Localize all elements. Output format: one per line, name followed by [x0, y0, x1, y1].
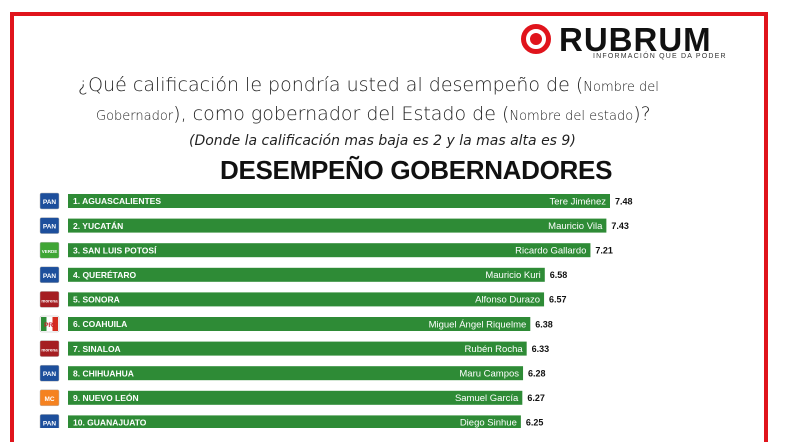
governor-label: Samuel García [455, 393, 519, 404]
governor-label: Miguel Ángel Riquelme [429, 319, 527, 330]
value-label: 6.58 [550, 270, 568, 280]
governor-label: Tere Jiménez [550, 196, 607, 207]
state-label: 2. YUCATÁN [73, 221, 123, 231]
party-logo-pan-icon [39, 414, 60, 428]
value-label: 6.33 [532, 344, 550, 354]
bar-row: PAN 10. GUANAJUATO Diego Sinhue 6.25 [39, 414, 544, 428]
question-placeholder: Nombre del estado [509, 109, 634, 124]
bar [68, 218, 607, 233]
party-logo-mc-icon [39, 389, 60, 407]
value-label: 6.25 [526, 418, 544, 428]
governor-label: Ricardo Gallardo [515, 246, 586, 257]
state-label: 9. NUEVO LEÓN [73, 392, 139, 403]
bar [68, 317, 531, 331]
party-logo-label: PRI [44, 322, 55, 329]
state-label: 1. AGUASCALIENTES [73, 196, 161, 206]
value-label: 6.38 [535, 319, 553, 329]
governor-label: Mauricio Vila [548, 221, 603, 232]
value-label: 7.21 [595, 246, 613, 256]
question-note: (Donde la calificación mas baja es 2 y l… [189, 133, 576, 149]
state-label: 5. SONORA [73, 295, 120, 305]
logo-name: RUBRUM [559, 21, 712, 58]
bar-row: PAN 1. AGUASCALIENTES Tere Jiménez 7.48 [39, 192, 633, 210]
governor-label: Maru Campos [459, 369, 519, 380]
bar-row: MC 9. NUEVO LEÓN Samuel García 6.27 [39, 389, 545, 407]
party-logo-label: morena [41, 298, 58, 303]
value-label: 6.28 [528, 369, 546, 379]
party-logo-pan-icon [39, 364, 60, 382]
value-label: 6.57 [549, 295, 567, 305]
state-label: 6. COAHUILA [73, 319, 127, 329]
question-text: )? [633, 103, 651, 125]
party-logo-label: PAN [43, 273, 57, 280]
state-label: 7. SINALOA [73, 344, 121, 354]
party-logo-pan-icon [39, 217, 60, 234]
rubrum-logo: RUBRUM INFORMACIÓN QUE DA PODER [521, 21, 741, 68]
bar-row: morena 5. SONORA Alfonso Durazo 6.57 [39, 291, 567, 308]
value-label: 7.43 [611, 221, 629, 231]
party-logo-morena-icon [39, 340, 60, 357]
bar [68, 366, 524, 381]
bar [68, 243, 591, 258]
bar-row: PRI 6. COAHUILA Miguel Ángel Riquelme 6.38 [39, 315, 553, 333]
bar-row: VERDE 3. SAN LUIS POTOSÍ Ricardo Gallardo 7… [39, 241, 613, 259]
pri-green-stripe [41, 317, 47, 331]
governor-label: Alfonso Durazo [475, 295, 540, 306]
value-label: 6.27 [527, 393, 545, 403]
party-logo-label: MC [44, 396, 54, 403]
party-logo-label: VERDE [42, 249, 58, 254]
governor-label: Rubén Rocha [465, 344, 524, 355]
bar [68, 267, 545, 282]
bar [68, 415, 521, 428]
state-label: 10. GUANAJUATO [73, 418, 147, 428]
bar [68, 292, 545, 307]
question-text: ¿Qué calificación le pondría usted al de… [78, 74, 584, 96]
pri-red-stripe [52, 317, 58, 331]
bar-row: PAN 4. QUERÉTARO Mauricio Kuri 6.58 [39, 266, 568, 284]
bar-row: PAN 8. CHIHUAHUA Maru Campos 6.28 [39, 364, 546, 382]
party-logo-label: PAN [43, 420, 57, 427]
logo-tagline: INFORMACIÓN QUE DA PODER [593, 53, 727, 60]
logo-dot-icon [530, 33, 542, 45]
party-logo-verde-icon [39, 241, 60, 259]
question-line-2: Gobernador), como gobernador del Estado … [96, 103, 651, 125]
question-placeholder: Nombre del [583, 80, 659, 95]
party-logo-label: PAN [43, 224, 57, 231]
value-label: 7.48 [615, 196, 633, 206]
state-label: 3. SAN LUIS POTOSÍ [73, 245, 157, 255]
state-label: 8. CHIHUAHUA [73, 368, 134, 378]
governor-label: Diego Sinhue [460, 418, 517, 428]
question-text: ), como gobernador del Estado de ( [173, 103, 510, 125]
party-logo-label: PAN [43, 371, 57, 378]
bar [68, 194, 610, 208]
bar-chart: PAN 1. AGUASCALIENTES Tere Jiménez 7.48 PAN 2… [39, 192, 633, 428]
governor-label: Mauricio Kuri [485, 270, 540, 281]
party-logo-label: morena [41, 348, 58, 353]
bar [68, 341, 527, 356]
party-logo-label: PAN [43, 199, 57, 206]
party-logo-pan-icon [39, 192, 60, 210]
chart-title: DESEMPEÑO GOBERNADORES [220, 155, 613, 185]
question-placeholder: Gobernador [96, 109, 174, 124]
party-logo-pan-icon [39, 266, 60, 284]
bar-row: PAN 2. YUCATÁN Mauricio Vila 7.43 [39, 217, 629, 234]
state-label: 4. QUERÉTARO [73, 270, 137, 280]
logo-ring-icon [521, 24, 551, 54]
bar-row: morena 7. SINALOA Rubén Rocha 6.33 [39, 340, 550, 357]
question-line-1: ¿Qué calificación le pondría usted al de… [78, 74, 659, 96]
bar [68, 390, 523, 405]
party-logo-morena-icon [39, 291, 60, 308]
